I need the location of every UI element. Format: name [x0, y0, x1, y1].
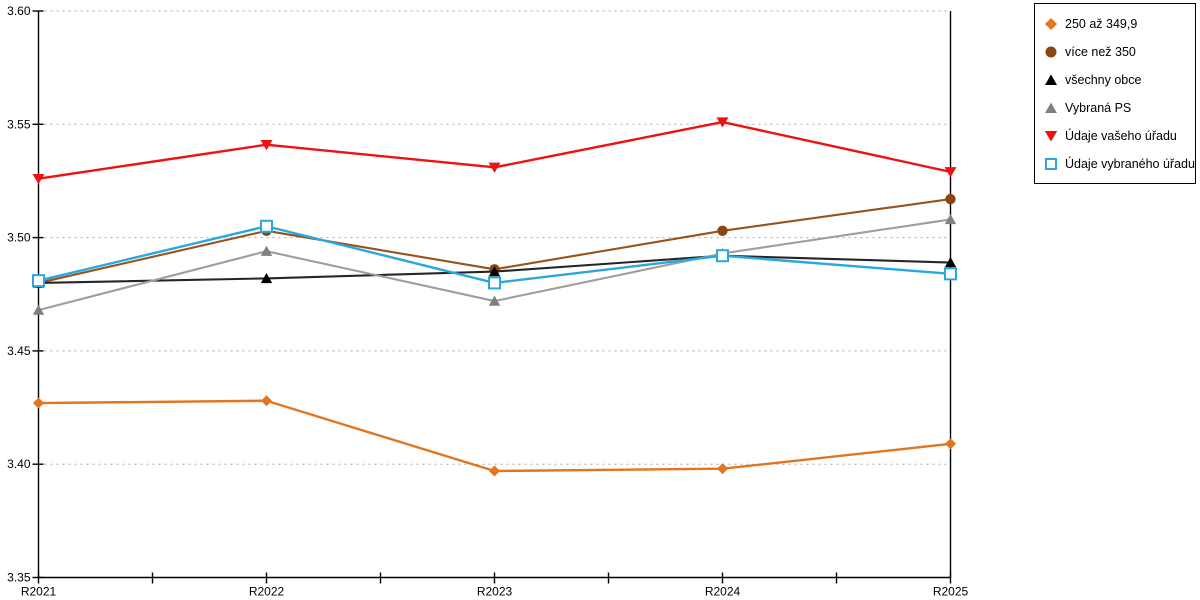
- svg-text:3.45: 3.45: [7, 344, 31, 358]
- gridlines: [38, 10, 951, 465]
- svg-text:R2024: R2024: [705, 585, 741, 599]
- svg-text:R2021: R2021: [21, 585, 57, 599]
- diamond-marker-icon: [1045, 17, 1057, 30]
- x-axis-ticks: [37, 572, 952, 584]
- legend-item-udaje-vaseho-uradu: Údaje vašeho úřadu: [1044, 125, 1187, 146]
- svg-text:3.50: 3.50: [7, 231, 31, 245]
- svg-text:3.40: 3.40: [7, 457, 31, 471]
- legend-label: Údaje vybraného úřadu: [1065, 156, 1195, 171]
- x-axis-labels: R2021 R2022 R2023 R2024 R2025: [21, 585, 969, 599]
- triangle-up-gray-marker-icon: [1045, 102, 1057, 113]
- legend-label: Údaje vašeho úřadu: [1065, 128, 1177, 143]
- svg-text:3.55: 3.55: [7, 117, 31, 131]
- legend-item-vsechny-obce: všechny obce: [1044, 69, 1187, 90]
- legend: 250 až 349,9 více než 350 všechny obce V…: [1034, 3, 1196, 184]
- axes: [37, 11, 952, 579]
- svg-text:R2023: R2023: [477, 585, 513, 599]
- y-axis-labels: 3.35 3.40 3.45 3.50 3.55 3.60: [7, 4, 31, 585]
- triangle-up-marker-icon: [1045, 74, 1057, 85]
- legend-label: všechny obce: [1065, 72, 1142, 87]
- series-5: [32, 219, 957, 290]
- triangle-down-marker-icon: [1044, 130, 1058, 141]
- svg-text:R2022: R2022: [249, 585, 285, 599]
- svg-text:3.35: 3.35: [7, 571, 31, 585]
- svg-text:3.60: 3.60: [7, 4, 31, 18]
- square-open-marker-icon: [1045, 157, 1057, 170]
- legend-item-vice-nez-350: více než 350: [1044, 41, 1187, 62]
- legend-item-250-az-349: 250 až 349,9: [1044, 13, 1187, 34]
- y-axis-ticks: [32, 10, 44, 579]
- legend-label: více než 350: [1065, 44, 1136, 59]
- circle-marker-icon: [1045, 46, 1057, 57]
- svg-text:R2025: R2025: [933, 585, 969, 599]
- legend-label: 250 až 349,9: [1065, 16, 1138, 31]
- legend-item-udaje-vybraneho-uradu: Údaje vybraného úřadu: [1044, 153, 1195, 174]
- series-4: [32, 117, 957, 185]
- legend-item-vybrana-ps: Vybraná PS: [1044, 97, 1187, 118]
- series-0: [33, 395, 956, 477]
- legend-label: Vybraná PS: [1065, 100, 1132, 115]
